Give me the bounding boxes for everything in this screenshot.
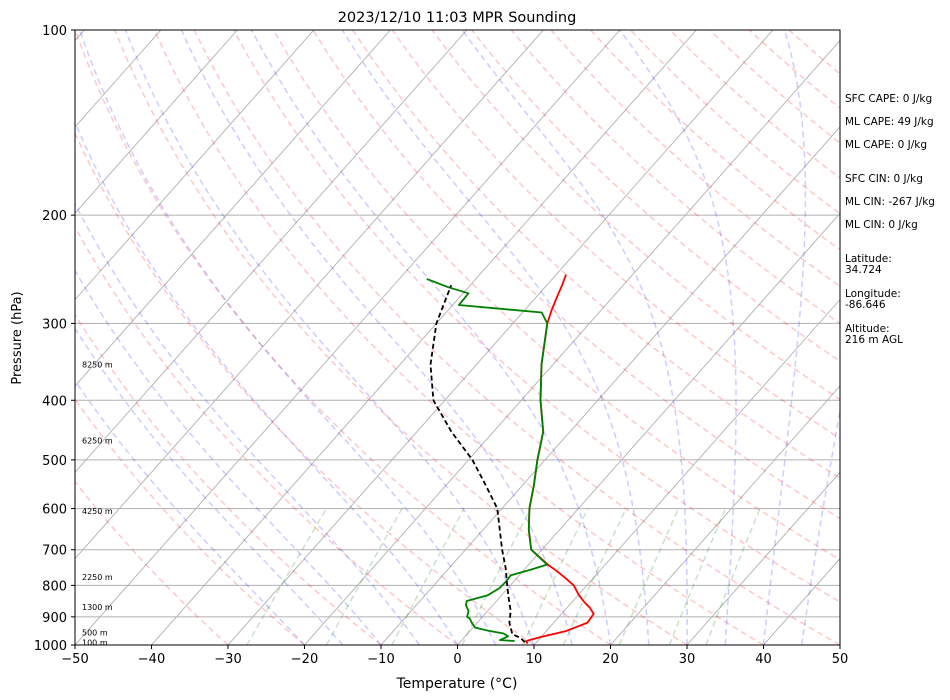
- height-label: 100 m: [82, 638, 108, 647]
- isotherm: [686, 471, 840, 645]
- mixing-ratio-line: [522, 508, 589, 645]
- dewpoint-line: [426, 278, 549, 642]
- dry-adiabat: [153, 30, 764, 645]
- dry-adiabat: [272, 30, 840, 561]
- y-tick-label: 600: [42, 503, 67, 518]
- x-tick-label: 10: [526, 652, 543, 667]
- sfc-cape-text: SFC CAPE: 0 J/kg: [845, 93, 933, 105]
- isotherm: [457, 212, 840, 645]
- y-tick-label: 1000: [34, 639, 67, 654]
- moist-adiabat: [461, 30, 688, 645]
- isotherm: [533, 298, 840, 645]
- y-tick-label: 200: [42, 209, 67, 224]
- mixing-ratio-line: [562, 508, 627, 645]
- y-tick-label: 800: [42, 579, 67, 594]
- longitude-value: -86.646: [845, 299, 886, 311]
- altitude-value: 216 m AGL: [845, 334, 903, 346]
- height-label: 2250 m: [82, 573, 113, 582]
- dry-adiabat: [75, 225, 458, 645]
- x-axis-label: Temperature (°C): [396, 676, 518, 692]
- x-tick-label: −50: [61, 652, 88, 667]
- x-tick-label: 50: [832, 652, 849, 667]
- mixing-ratio-line: [325, 508, 403, 645]
- altitude-label: Altitude:: [845, 323, 890, 335]
- x-tick-label: −40: [138, 652, 165, 667]
- moist-adiabat: [124, 30, 535, 645]
- moist-adiabat: [801, 406, 840, 645]
- mixing-ratio-line: [705, 508, 761, 645]
- ml-cin-text: ML CIN: -267 J/kg: [845, 196, 935, 208]
- height-label: 1300 m: [82, 603, 113, 612]
- moist-adiabat: [79, 30, 497, 645]
- mixing-ratio-line: [246, 508, 328, 645]
- moist-adiabat: [250, 30, 612, 645]
- y-tick-label: 100: [42, 24, 67, 39]
- latitude-value: 34.724: [845, 264, 882, 276]
- isotherm: [75, 30, 391, 387]
- chart-title: 2023/12/10 11:03 MPR Sounding: [338, 10, 577, 26]
- y-tick-label: 500: [42, 454, 67, 469]
- x-tick-label: −30: [214, 652, 241, 667]
- height-label: 500 m: [82, 629, 108, 638]
- dry-adiabat: [233, 30, 840, 603]
- height-label: 6250 m: [82, 436, 113, 445]
- x-tick-label: 30: [679, 652, 696, 667]
- dry-adiabat: [431, 30, 840, 401]
- dry-adiabat: [75, 131, 535, 645]
- isotherm: [75, 30, 468, 473]
- moist-adiabat: [762, 30, 807, 645]
- ml-cape-text-2: ML CAPE: 0 J/kg: [845, 139, 928, 151]
- x-tick-label: 40: [755, 652, 772, 667]
- height-label: 4250 m: [82, 507, 113, 516]
- isotherm: [75, 30, 315, 301]
- y-tick-label: 700: [42, 544, 67, 559]
- dry-adiabat: [352, 30, 840, 479]
- moist-adiabat: [75, 201, 420, 645]
- moist-adiabat: [341, 30, 650, 645]
- isotherm: [227, 30, 774, 645]
- isotherm: [304, 39, 840, 645]
- sfc-cin-text: SFC CIN: 0 J/kg: [845, 173, 923, 185]
- moist-adiabat: [619, 30, 737, 645]
- mixing-ratio-line: [668, 508, 727, 645]
- dry-adiabat: [471, 30, 840, 363]
- mixing-ratio-line: [461, 508, 532, 645]
- y-tick-label: 400: [42, 394, 67, 409]
- mixing-ratio-line: [618, 508, 680, 645]
- isotherm: [75, 30, 238, 214]
- moist-adiabat: [180, 30, 574, 645]
- longitude-label: Longitude:: [845, 288, 901, 300]
- isotherm: [75, 30, 544, 560]
- y-axis-label: Pressure (hPa): [10, 291, 25, 384]
- mixing-ratio-line: [391, 508, 465, 645]
- isotherm: [151, 30, 697, 645]
- y-tick-label: 900: [42, 611, 67, 626]
- y-tick-label: 300: [42, 317, 67, 332]
- dry-adiabat: [75, 480, 229, 645]
- x-tick-label: 0: [453, 652, 461, 667]
- moist-adiabat: [75, 120, 459, 645]
- height-label: 8250 m: [82, 361, 113, 370]
- x-tick-label: −20: [291, 652, 318, 667]
- ml-cin-text-2: ML CIN: 0 J/kg: [845, 219, 918, 231]
- latitude-label: Latitude:: [845, 253, 892, 265]
- isotherm: [0, 30, 8, 645]
- parcel-line: [429, 284, 526, 643]
- moist-adiabat: [75, 269, 382, 645]
- isotherm: [380, 126, 840, 645]
- dry-adiabat: [312, 30, 840, 520]
- plot-frame: [74, 29, 841, 646]
- dry-adiabat: [75, 398, 305, 645]
- isotherm: [610, 385, 840, 645]
- x-tick-label: −10: [367, 652, 394, 667]
- dry-adiabat: [114, 30, 688, 645]
- dry-adiabat: [391, 30, 840, 440]
- dry-adiabat: [75, 30, 611, 645]
- dry-adiabat: [193, 30, 840, 645]
- ml-cape-text: ML CAPE: 49 J/kg: [845, 116, 934, 128]
- x-tick-label: 20: [602, 652, 619, 667]
- isotherm: [75, 30, 621, 645]
